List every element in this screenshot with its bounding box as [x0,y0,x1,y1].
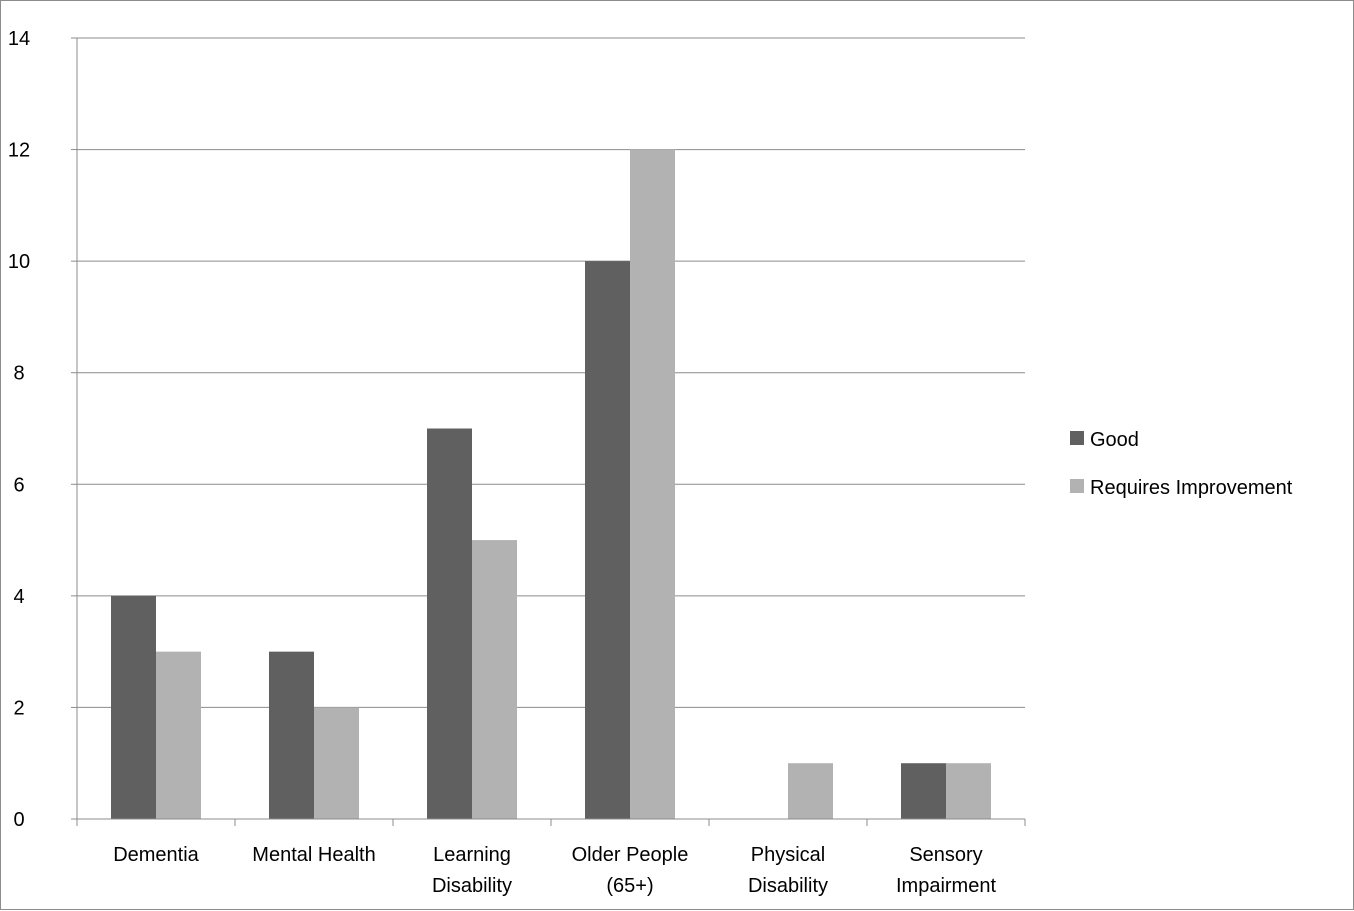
bar-requires-improvement [788,763,833,819]
x-tick-label: Sensory [909,844,982,866]
bar-good [269,651,314,819]
y-tick-label: 0 [13,809,24,831]
bar-requires-improvement [314,707,359,819]
y-tick-label: 6 [13,474,24,496]
gridlines [77,37,1025,708]
y-tick-label: 12 [8,140,30,162]
x-tick-label: Learning [433,844,511,866]
x-tick-label: Disability [432,875,512,897]
legend-swatch [1070,431,1084,445]
bar-good [427,428,472,819]
x-tick-label: Dementia [113,844,199,866]
y-tick-label: 2 [13,697,24,719]
bar-requires-improvement [472,540,517,819]
bar-good [901,763,946,819]
bar-requires-improvement [946,763,991,819]
axes [71,37,1026,826]
legend-label: Requires Improvement [1090,477,1293,499]
x-tick-labels: Dementia Mental Health Learning Disability O… [113,844,996,897]
y-tick-labels: 0 2 4 6 8 10 12 14 [8,28,30,831]
x-tick-label: Physical [751,844,825,866]
x-tick-label: Disability [748,875,828,897]
legend-swatch [1070,479,1084,493]
x-tick-label: Older People [572,844,689,866]
y-tick-label: 4 [13,586,24,608]
legend-label: Good [1090,429,1139,451]
bar-requires-improvement [630,149,675,820]
x-tick-label: Impairment [896,875,996,897]
bar-requires-improvement [156,651,201,819]
x-tick-label: Mental Health [252,844,375,866]
bar-good [111,595,156,819]
y-tick-label: 14 [8,28,30,50]
bar-good [585,261,630,820]
bars [111,149,991,820]
legend: Good Requires Improvement [1070,429,1293,499]
y-tick-label: 10 [8,251,30,273]
x-tick-label: (65+) [606,875,653,897]
y-tick-label: 8 [13,363,24,385]
